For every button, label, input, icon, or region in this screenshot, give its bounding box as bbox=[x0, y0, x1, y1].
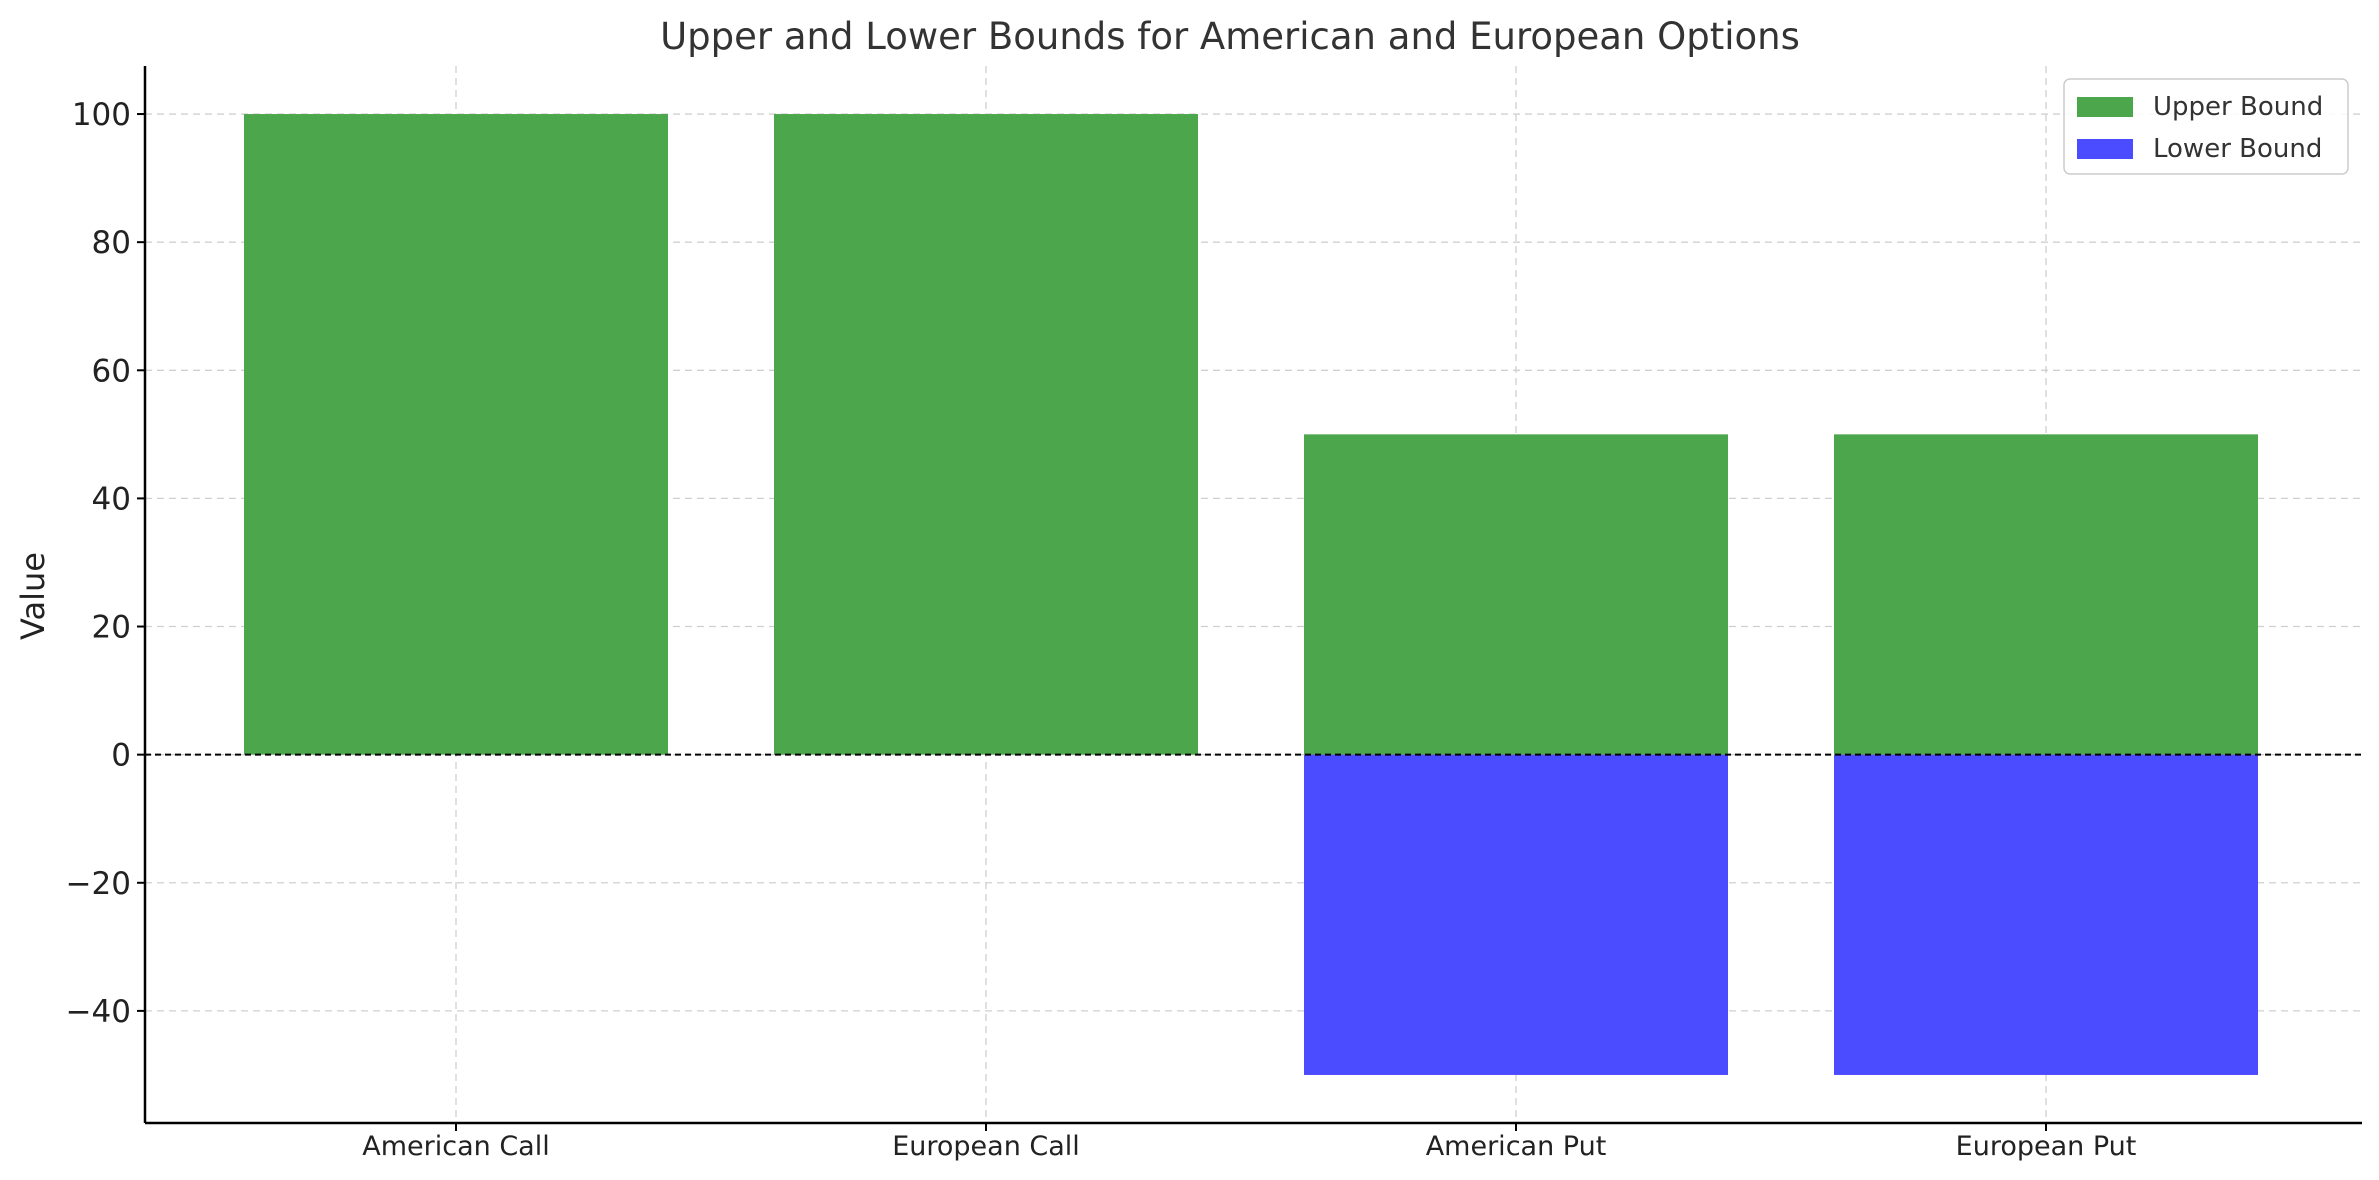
legend-box bbox=[2063, 78, 2349, 175]
bars bbox=[244, 114, 2258, 1075]
x-tick-label: American Put bbox=[1426, 1131, 1607, 1162]
y-tick-label: 0 bbox=[111, 738, 131, 774]
bar-upper-bound bbox=[244, 114, 668, 755]
y-tick-label: −40 bbox=[66, 994, 131, 1030]
bar-lower-bound bbox=[1304, 754, 1728, 1075]
y-tick-label: 80 bbox=[92, 225, 131, 261]
legend: Upper Bound Lower Bound bbox=[2063, 78, 2349, 175]
bar-upper-bound bbox=[1834, 434, 2258, 755]
bar-upper-bound bbox=[774, 114, 1198, 755]
tick-labels: −40 −20 0 20 40 60 80 100 American Call European … bbox=[66, 97, 2137, 1162]
bar-lower-bound bbox=[1834, 754, 2258, 1075]
legend-label-lower-bound: Lower Bound bbox=[2153, 134, 2322, 164]
y-tick-label: 20 bbox=[92, 610, 131, 646]
chart-title: Upper and Lower Bounds for American and … bbox=[660, 15, 1800, 58]
x-tick-label: European Call bbox=[892, 1131, 1080, 1162]
legend-swatch-lower-bound bbox=[2077, 139, 2133, 159]
x-tick-label: European Put bbox=[1956, 1131, 2137, 1162]
y-axis-label: Value bbox=[14, 552, 52, 640]
bar-upper-bound bbox=[1304, 434, 1728, 755]
y-tick-label: 40 bbox=[92, 481, 131, 517]
y-tick-label: 100 bbox=[72, 97, 131, 133]
x-tick-label: American Call bbox=[362, 1131, 549, 1162]
legend-swatch-upper-bound bbox=[2077, 97, 2133, 117]
legend-label-upper-bound: Upper Bound bbox=[2153, 92, 2323, 122]
y-tick-label: −20 bbox=[66, 866, 131, 902]
y-tick-label: 60 bbox=[92, 353, 131, 389]
